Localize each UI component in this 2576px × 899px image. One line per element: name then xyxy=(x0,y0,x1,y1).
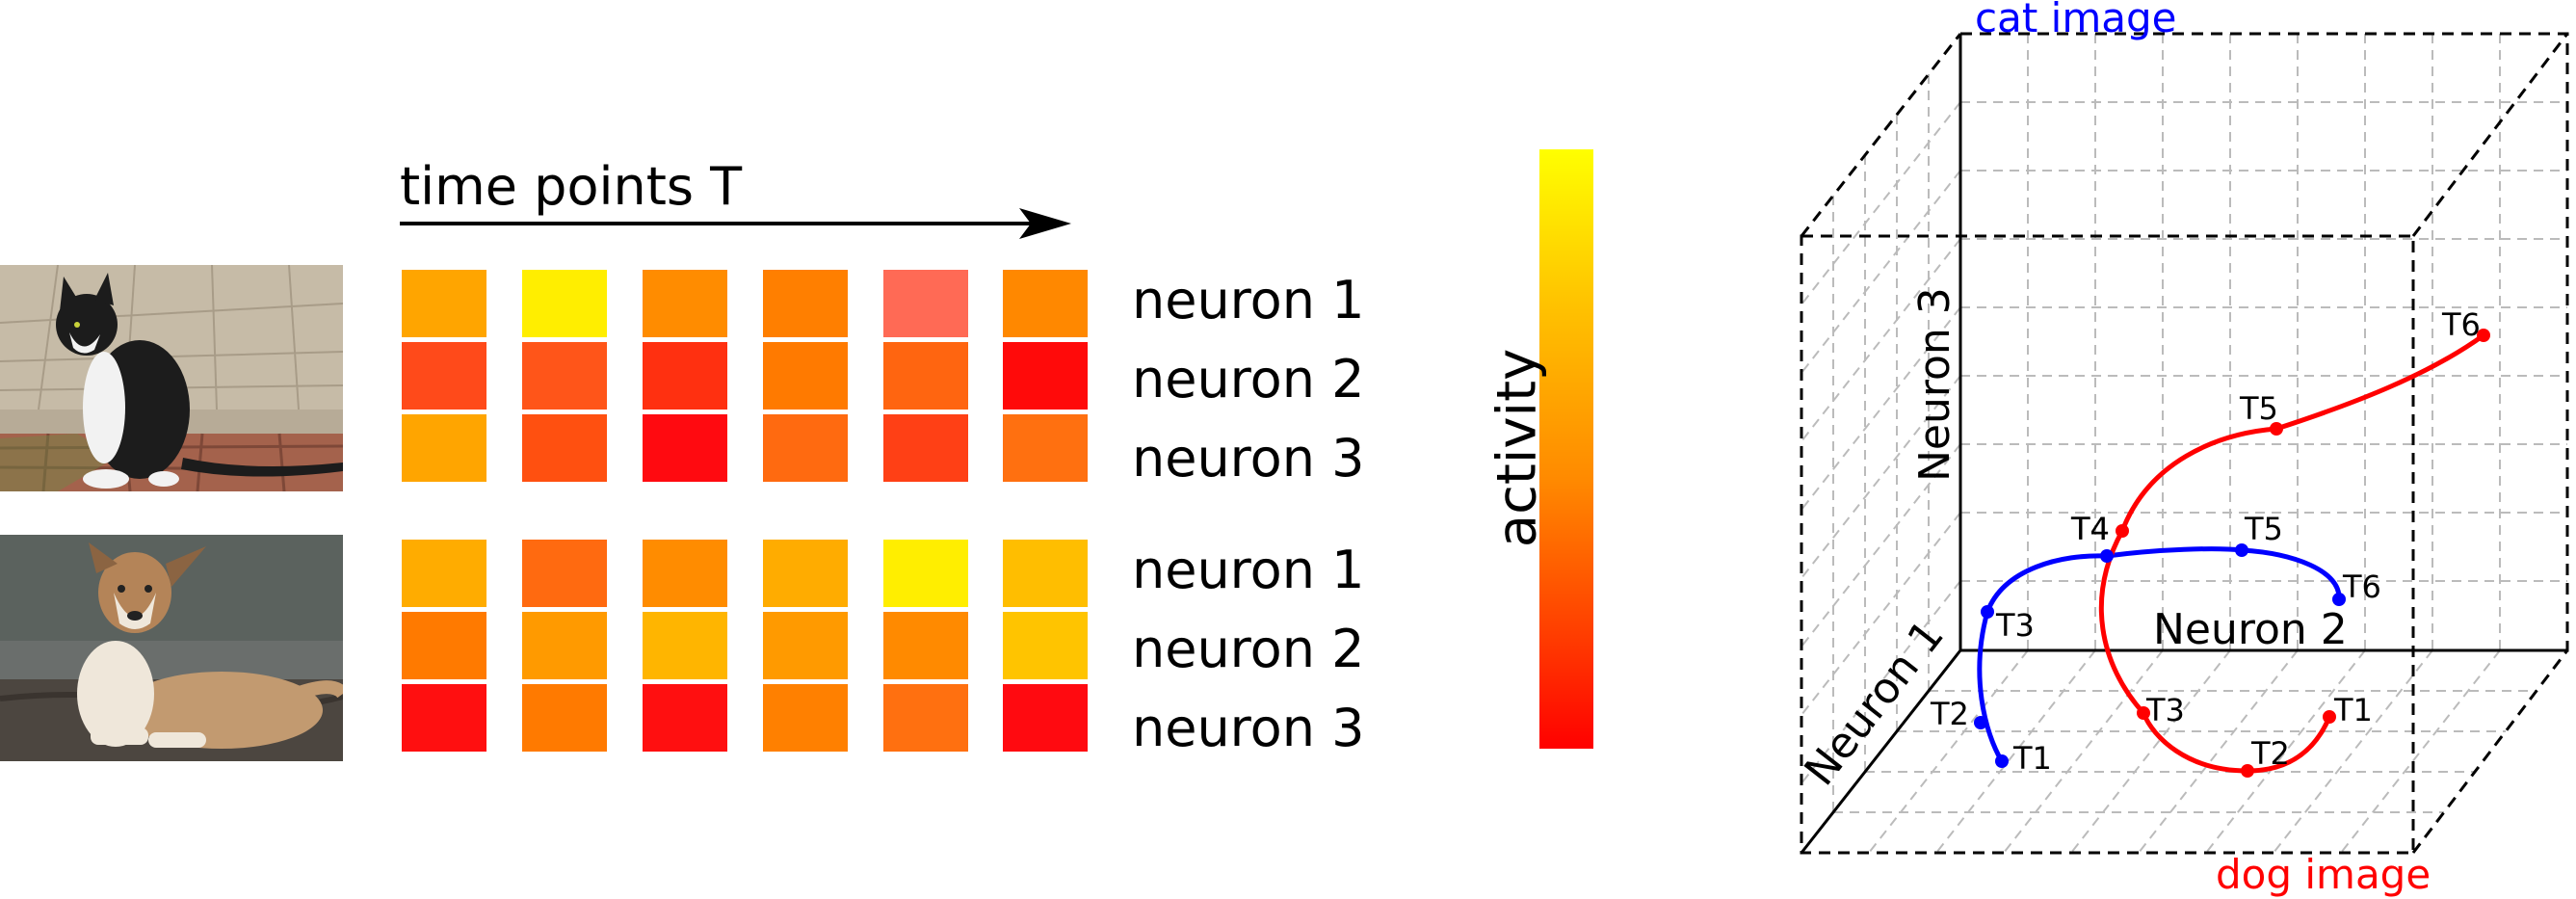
dog-neuron-3-t5-cell xyxy=(883,684,968,752)
cat-neuron-2-t6-cell xyxy=(1003,342,1088,410)
cat-point-t4 xyxy=(2100,549,2114,563)
cat-image-label: cat image xyxy=(1975,0,2176,41)
cat-neuron-1-t5-cell xyxy=(883,270,968,337)
dog-neuron-1-t6-cell xyxy=(1003,540,1088,607)
dog-point-t6 xyxy=(2477,329,2490,342)
dog-point-label-t2: T2 xyxy=(2250,735,2290,772)
dog-image-label: dog image xyxy=(2216,851,2431,898)
dog-point-label-t3: T3 xyxy=(2145,692,2185,728)
dog-neuron-3-t4-cell xyxy=(763,684,848,752)
cat-point-label-t4: T4 xyxy=(2070,511,2110,547)
dog-neuron-2-label: neuron 2 xyxy=(1132,619,1365,679)
dog-neuron-2-t1-cell xyxy=(402,612,486,679)
dog-neuron-2-t2-cell xyxy=(522,612,607,679)
dog-neuron-1-label: neuron 1 xyxy=(1132,540,1365,600)
cat-photo xyxy=(0,265,343,491)
activity-colorbar xyxy=(1539,149,1593,749)
dog-point-label-t4: T4 xyxy=(2070,511,2110,547)
neuron-3-axis-label: Neuron 3 xyxy=(1910,287,1959,482)
neuron-2-axis-label: Neuron 2 xyxy=(2153,605,2348,654)
dog-neuron-1-t2-cell xyxy=(522,540,607,607)
dog-point-label-t5: T5 xyxy=(2239,390,2278,427)
time-arrow-head xyxy=(1019,208,1071,239)
cat-point-label-t5: T5 xyxy=(2244,511,2283,547)
dog-point-t2 xyxy=(2241,764,2254,778)
dog-neuron-3-label: neuron 3 xyxy=(1132,698,1365,758)
cat-point-t1 xyxy=(1995,754,2009,768)
cat-neuron-3-t6-cell xyxy=(1003,414,1088,482)
cat-neuron-3-t1-cell xyxy=(402,414,486,482)
dog-neuron-1-t5-cell xyxy=(883,540,968,607)
dog-neuron-1-t3-cell xyxy=(643,540,727,607)
cat-point-t6 xyxy=(2332,593,2346,606)
dog-neuron-1-t4-cell xyxy=(763,540,848,607)
dog-neuron-2-t3-cell xyxy=(643,612,727,679)
cat-neuron-1-t6-cell xyxy=(1003,270,1088,337)
cat-neuron-2-t1-cell xyxy=(402,342,486,410)
cat-neuron-1-t4-cell xyxy=(763,270,848,337)
cat-neuron-2-t5-cell xyxy=(883,342,968,410)
cat-neuron-1-t1-cell xyxy=(402,270,486,337)
dog-point-t3 xyxy=(2137,706,2150,720)
cat-neuron-2-t2-cell xyxy=(522,342,607,410)
cat-neuron-2-label: neuron 2 xyxy=(1132,349,1365,410)
dog-photo xyxy=(0,535,343,761)
dog-point-t1 xyxy=(2323,710,2336,724)
cat-neuron-1-t2-cell xyxy=(522,270,607,337)
cat-point-t5 xyxy=(2235,543,2248,557)
dog-neuron-3-t3-cell xyxy=(643,684,727,752)
cat-neuron-1-label: neuron 1 xyxy=(1132,270,1365,331)
dog-point-label-t6: T6 xyxy=(2441,306,2481,343)
dog-neuron-2-t6-cell xyxy=(1003,612,1088,679)
time-axis-label: time points T xyxy=(400,156,743,217)
dog-neuron-2-t5-cell xyxy=(883,612,968,679)
cat-neuron-2-t4-cell xyxy=(763,342,848,410)
dog-neuron-3-t2-cell xyxy=(522,684,607,752)
cat-point-t3 xyxy=(1981,605,1994,619)
cube-frame xyxy=(1800,32,2569,855)
cat-neuron-3-label: neuron 3 xyxy=(1132,428,1365,489)
dog-neuron-2-t4-cell xyxy=(763,612,848,679)
cat-neuron-3-t5-cell xyxy=(883,414,968,482)
dog-point-t4 xyxy=(2116,524,2129,538)
cat-neuron-3-t3-cell xyxy=(643,414,727,482)
cat-neuron-3-t4-cell xyxy=(763,414,848,482)
cat-point-label-t6: T6 xyxy=(2342,568,2381,605)
dog-neuron-1-t1-cell xyxy=(402,540,486,607)
cat-neuron-3-t2-cell xyxy=(522,414,607,482)
dog-neuron-3-t1-cell xyxy=(402,684,486,752)
cat-neuron-1-t3-cell xyxy=(643,270,727,337)
cat-point-t2 xyxy=(1974,716,1987,729)
dog-point-label-t1: T1 xyxy=(2333,692,2373,728)
cat-point-label-t1: T1 xyxy=(2012,740,2052,777)
cat-neuron-2-t3-cell xyxy=(643,342,727,410)
dog-point-t5 xyxy=(2270,422,2283,436)
cat-point-label-t2: T2 xyxy=(1930,696,1969,732)
cat-point-label-t3: T3 xyxy=(1995,607,2035,644)
dog-neuron-3-t6-cell xyxy=(1003,684,1088,752)
